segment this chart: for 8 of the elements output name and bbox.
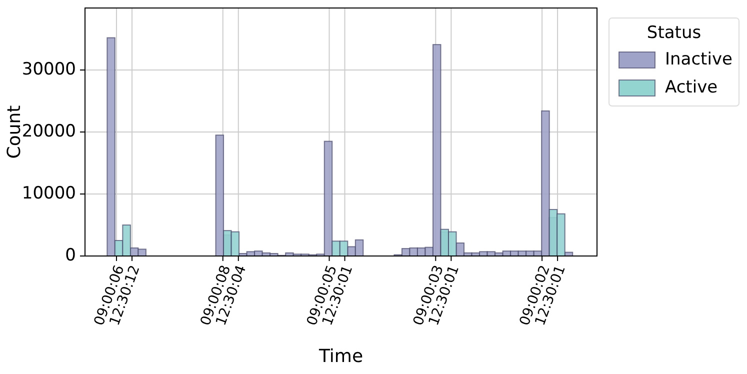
y-tick-label: 20000 (22, 122, 76, 142)
legend-label: Inactive (665, 50, 732, 70)
y-tick-label: 30000 (22, 60, 76, 80)
legend-label: Active (665, 78, 718, 98)
x-axis-title: Time (318, 346, 364, 367)
y-tick-label: 0 (65, 246, 76, 266)
y-tick-label: 10000 (22, 184, 76, 204)
legend-title: Status (646, 23, 702, 43)
